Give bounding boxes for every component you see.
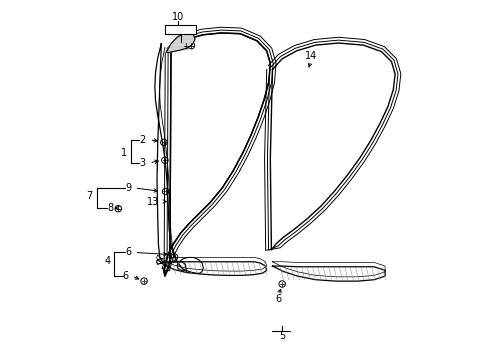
Text: 4: 4 <box>104 256 110 266</box>
Text: 8: 8 <box>107 203 113 213</box>
Text: 6: 6 <box>122 271 128 281</box>
Bar <box>164 26 196 35</box>
Text: 12: 12 <box>183 25 196 35</box>
Text: 7: 7 <box>86 191 93 201</box>
Polygon shape <box>166 32 195 53</box>
Text: 1: 1 <box>121 148 127 158</box>
Text: 14: 14 <box>304 51 316 61</box>
Text: 10: 10 <box>172 12 184 22</box>
Text: 9: 9 <box>124 183 131 193</box>
Text: 2: 2 <box>139 135 145 145</box>
Text: 3: 3 <box>139 158 145 168</box>
Text: 5: 5 <box>279 331 285 341</box>
Text: 11: 11 <box>165 25 178 35</box>
Text: 6: 6 <box>275 294 281 304</box>
Text: 13: 13 <box>146 197 159 207</box>
Text: 6: 6 <box>124 247 131 257</box>
